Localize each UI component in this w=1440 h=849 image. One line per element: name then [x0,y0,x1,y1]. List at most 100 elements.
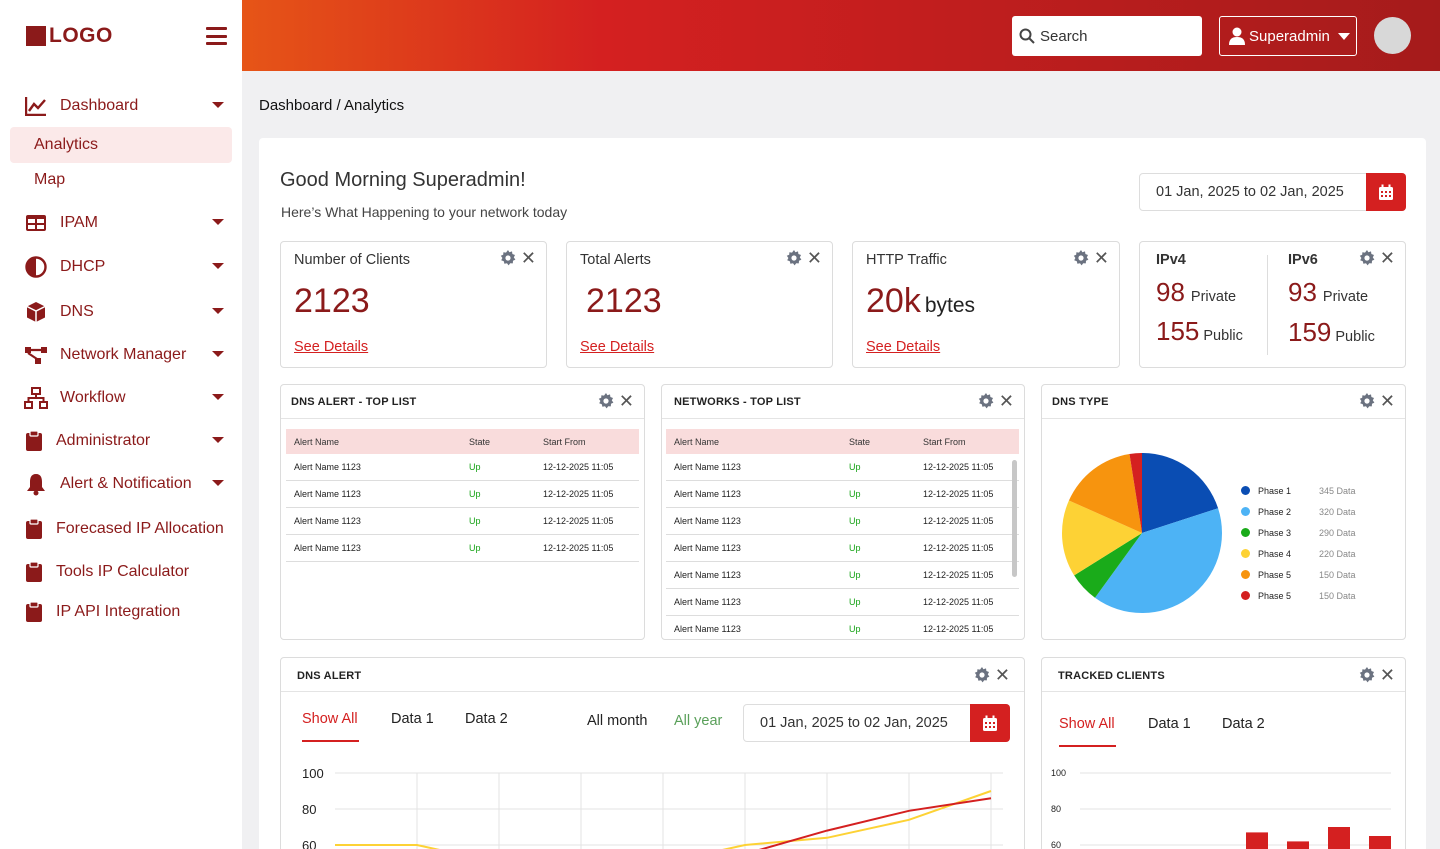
pie-slice[interactable] [1062,500,1142,576]
gear-icon[interactable] [1359,393,1375,409]
ipv4-public: 155 Public [1156,316,1243,347]
gear-icon[interactable] [1359,667,1375,683]
gear-icon[interactable] [1359,250,1375,266]
logo[interactable]: LOGO [26,24,113,48]
stat-unit: bytes [924,294,976,317]
ipv6-title: IPv6 [1288,252,1318,268]
tab-data-2[interactable]: Data 2 [1222,716,1265,732]
logo-mark [26,26,46,46]
pie-slice[interactable] [1142,453,1219,533]
gear-icon[interactable] [1073,250,1089,266]
date-range-picker[interactable]: 01 Jan, 2025 to 02 Jan, 2025 [1139,173,1406,211]
sidebar-item-map[interactable]: Map [34,171,66,188]
table-row[interactable]: Alert Name 1123 Up 12-12-2025 11:05 [666,454,1019,481]
close-icon[interactable]: ✕ [1093,248,1109,268]
legend-value: 320 Data [1319,506,1356,517]
bar[interactable] [1246,832,1268,849]
gear-icon[interactable] [598,393,614,409]
sidebar-item-network-manager[interactable]: Network Manager [24,342,229,368]
sidebar-item-dns[interactable]: DNS [24,299,229,325]
search-input[interactable]: Search [1012,16,1202,56]
table-row[interactable]: Alert Name 1123 Up 12-12-2025 11:05 [666,535,1019,562]
bar[interactable] [1287,841,1309,849]
sidebar-item-label: DNS [60,303,94,320]
table-row[interactable]: Alert Name 1123 Up 12-12-2025 11:05 [286,454,639,481]
sidebar-item-alert-notification[interactable]: Alert & Notification [24,471,229,497]
cell-start-from: 12-12-2025 11:05 [923,570,994,580]
column-header: Start From [543,436,586,447]
table-row[interactable]: Alert Name 1123 Up 12-12-2025 11:05 [286,508,639,535]
close-icon[interactable]: ✕ [1379,248,1395,268]
sidebar-item-dashboard[interactable]: Dashboard [24,93,229,119]
cell-start-from: 12-12-2025 11:05 [543,489,614,499]
private-label: Private [1322,289,1369,305]
sidebar-item-analytics[interactable]: Analytics [10,127,232,163]
sidebar-item-administrator[interactable]: Administrator [24,428,229,454]
scrollbar[interactable] [1012,460,1017,577]
table-row[interactable]: Alert Name 1123 Up 12-12-2025 11:05 [666,616,1019,639]
stat-card-ip: IPv4 98 Private 155 Public IPv6 93 Private … [1139,241,1406,368]
gear-icon[interactable] [974,667,990,683]
hamburger-menu-icon[interactable] [206,27,227,45]
table-row[interactable]: Alert Name 1123 Up 12-12-2025 11:05 [666,481,1019,508]
sidebar-item-workflow[interactable]: Workflow [24,385,229,411]
dns-type-pie-chart [1062,453,1222,613]
sidebar-item-forecasted-ip-allocation[interactable]: Forecased IP Allocation [24,516,239,542]
gear-icon[interactable] [500,250,516,266]
cell-start-from: 12-12-2025 11:05 [923,543,994,553]
sidebar: LOGO Dashboard Analytics Map IPAM DHCP D… [0,0,242,849]
date-range-picker[interactable]: 01 Jan, 2025 to 02 Jan, 2025 [743,704,1010,742]
close-icon[interactable]: ✕ [1379,391,1395,411]
sidebar-item-ipam[interactable]: IPAM [24,210,229,236]
avatar[interactable] [1374,17,1411,54]
gear-icon[interactable] [978,393,994,409]
calendar-button[interactable] [1366,173,1406,211]
tab-show-all[interactable]: Show All [1059,716,1115,732]
calendar-button[interactable] [970,704,1010,742]
cell-state: Up [849,570,861,580]
close-icon[interactable]: ✕ [520,248,536,268]
close-icon[interactable]: ✕ [994,665,1010,685]
sidebar-item-dhcp[interactable]: DHCP [24,254,229,280]
tab-data-1[interactable]: Data 1 [391,711,434,727]
see-details-link[interactable]: See Details [866,339,941,355]
legend-label: Phase 4 [1258,548,1292,559]
sidebar-item-ip-api-integration[interactable]: IP API Integration [24,599,229,625]
sitemap-icon [24,386,48,410]
see-details-link[interactable]: See Details [294,339,369,355]
bar[interactable] [1369,836,1391,849]
filter-all-year[interactable]: All year [674,713,723,729]
legend-label: Phase 5 [1258,590,1292,601]
pie-slice[interactable] [1094,508,1222,613]
sidebar-item-tools-ip-calculator[interactable]: Tools IP Calculator [24,559,229,585]
cell-alert-name: Alert Name 1123 [674,597,741,607]
pie-slice[interactable] [1068,453,1142,533]
table-row[interactable]: Alert Name 1123 Up 12-12-2025 11:05 [286,535,639,562]
y-tick-label: 100 [1051,768,1066,778]
filter-all-month[interactable]: All month [587,713,648,729]
table-row[interactable]: Alert Name 1123 Up 12-12-2025 11:05 [666,508,1019,535]
close-icon[interactable]: ✕ [618,391,634,411]
close-icon[interactable]: ✕ [806,248,822,268]
legend-dot [1241,528,1250,537]
see-details-link[interactable]: See Details [580,339,655,355]
pie-slice[interactable] [1074,533,1142,598]
gear-icon[interactable] [786,250,802,266]
close-icon[interactable]: ✕ [1379,665,1395,685]
stat-title: Total Alerts [580,252,651,268]
user-name: Superadmin [1249,27,1330,45]
close-icon[interactable]: ✕ [998,391,1014,411]
table-row[interactable]: Alert Name 1123 Up 12-12-2025 11:05 [666,589,1019,616]
user-menu-button[interactable]: Superadmin [1219,16,1357,56]
cell-state: Up [849,624,861,634]
pie-slice[interactable] [1129,453,1142,533]
tab-show-all[interactable]: Show All [302,711,358,727]
public-label: Public [1335,329,1375,345]
table-row[interactable]: Alert Name 1123 Up 12-12-2025 11:05 [286,481,639,508]
table-row[interactable]: Alert Name 1123 Up 12-12-2025 11:05 [666,562,1019,589]
bar[interactable] [1328,827,1350,849]
ipv6-public-value: 159 [1288,317,1332,347]
tab-data-1[interactable]: Data 1 [1148,716,1191,732]
tab-data-2[interactable]: Data 2 [465,711,508,727]
clipboard-icon [24,560,44,584]
